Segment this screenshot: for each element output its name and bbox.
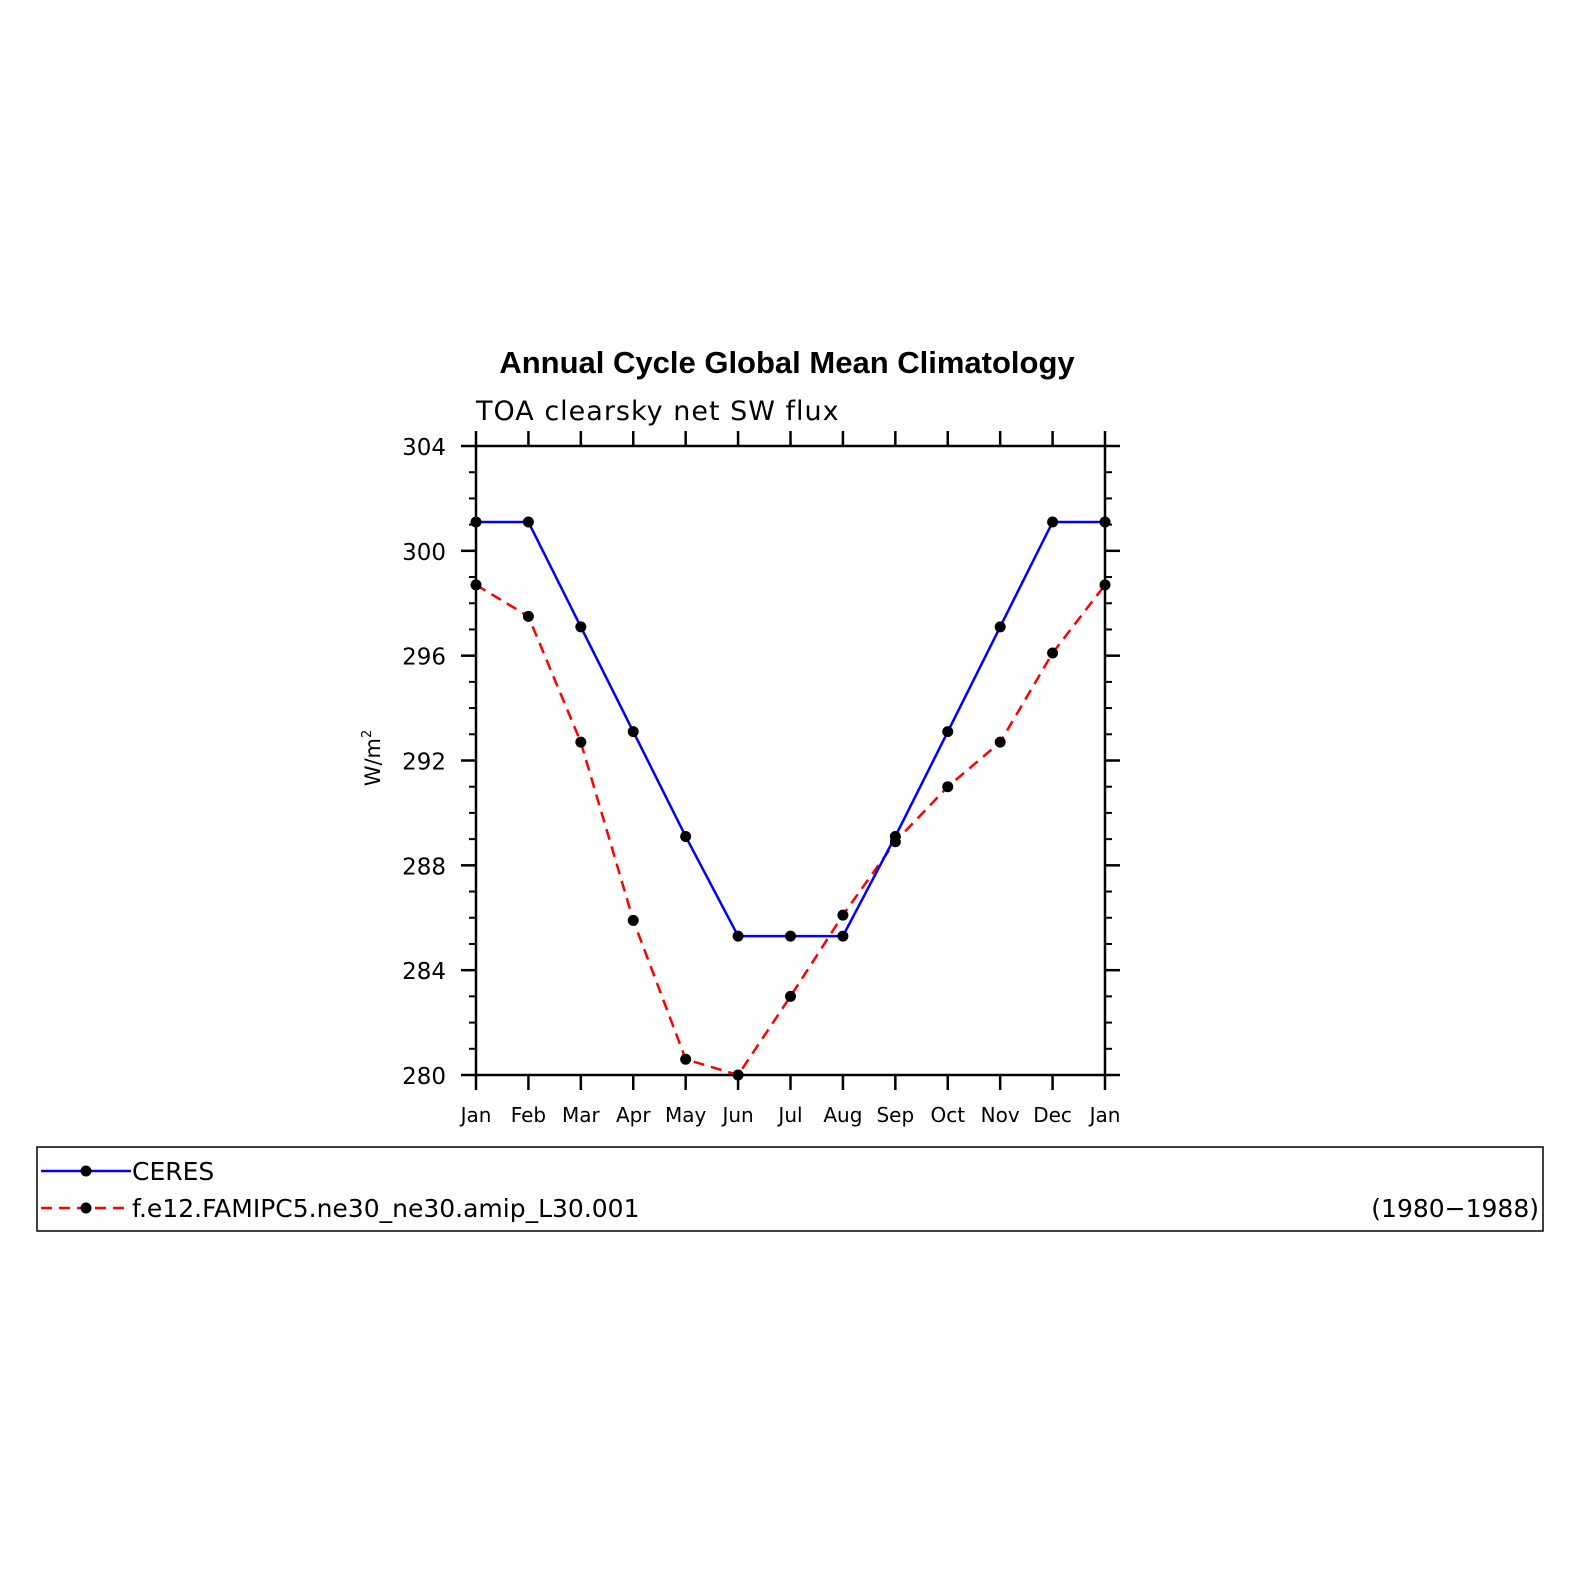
x-tick-label: Jul — [776, 1103, 802, 1127]
data-point-model — [627, 914, 639, 926]
data-point-model — [785, 990, 796, 1002]
data-point-model — [837, 909, 849, 921]
data-point-model — [1099, 579, 1111, 591]
data-point-ceres — [785, 930, 796, 942]
chart-title: Annual Cycle Global Mean Climatology — [499, 345, 1075, 380]
data-point-model — [942, 781, 954, 793]
svg-text:W/m2: W/m2 — [360, 730, 385, 787]
legend-label-ceres: CERES — [132, 1157, 214, 1186]
data-point-ceres — [1047, 516, 1059, 528]
y-tick-label: 304 — [402, 435, 446, 461]
data-point-ceres — [575, 621, 587, 633]
plot-frame — [474, 444, 1107, 1077]
y-tick-label: 284 — [402, 959, 446, 985]
x-tick-label: Aug — [823, 1103, 862, 1127]
x-tick-label: Mar — [562, 1103, 601, 1127]
data-point-ceres — [1099, 516, 1111, 528]
y-tick-label: 296 — [402, 645, 446, 671]
x-tick-label: Dec — [1033, 1103, 1072, 1127]
data-point-ceres — [994, 621, 1006, 633]
data-point-ceres — [680, 831, 692, 843]
legend-marker-model — [80, 1202, 92, 1214]
x-tick-label: Jan — [1088, 1103, 1121, 1127]
x-tick-label: Sep — [876, 1103, 914, 1127]
x-tick-label: Apr — [616, 1103, 651, 1127]
series-layer — [470, 516, 1111, 1081]
data-point-ceres — [732, 930, 744, 942]
data-point-model — [470, 579, 482, 591]
legend-label-model: f.e12.FAMIPC5.ne30_ne30.amip_L30.001 — [132, 1194, 640, 1223]
data-point-ceres — [889, 831, 901, 843]
legend-box: CERES f.e12.FAMIPC5.ne30_ne30.amip_L30.0… — [36, 1146, 1544, 1232]
data-point-model — [732, 1069, 744, 1081]
y-tick-label: 300 — [402, 540, 446, 566]
x-tick-label: Jan — [459, 1103, 492, 1127]
data-point-ceres — [837, 930, 849, 942]
data-point-model — [522, 610, 534, 622]
data-point-model — [680, 1053, 692, 1065]
data-point-ceres — [942, 726, 954, 738]
x-tick-label: Nov — [981, 1103, 1020, 1127]
x-tick-label: Oct — [930, 1103, 965, 1127]
series-line-ceres — [476, 520, 1105, 938]
x-tick-labels: Jan Feb Mar Apr May Jun Jul Aug Sep Oct Nov Dec Jan — [459, 1103, 1121, 1127]
chart-subtitle: TOA clearsky net SW flux — [475, 396, 840, 427]
legend-period: (1980−1988) — [1371, 1194, 1539, 1223]
y-tick-label: 292 — [402, 750, 446, 776]
y-tick-labels: 280 284 288 292 296 300 304 — [402, 435, 446, 1090]
data-point-model — [994, 736, 1006, 748]
data-point-ceres — [470, 516, 482, 528]
y-axis-label-superscript: 2 — [360, 730, 375, 738]
x-tick-label: Feb — [511, 1103, 546, 1127]
legend-frame — [36, 1146, 1544, 1232]
data-point-ceres — [522, 516, 534, 528]
legend-marker-ceres — [80, 1165, 92, 1177]
x-tick-label: Jun — [720, 1103, 753, 1127]
data-point-model — [575, 736, 587, 748]
data-point-model — [1047, 647, 1059, 659]
x-tick-label: May — [665, 1103, 707, 1127]
y-axis-label-text: W/m — [361, 738, 385, 786]
y-axis-label: W/m2 — [360, 730, 385, 787]
y-tick-label: 288 — [402, 854, 446, 880]
data-point-ceres — [627, 726, 639, 738]
y-tick-label: 280 — [402, 1064, 446, 1090]
